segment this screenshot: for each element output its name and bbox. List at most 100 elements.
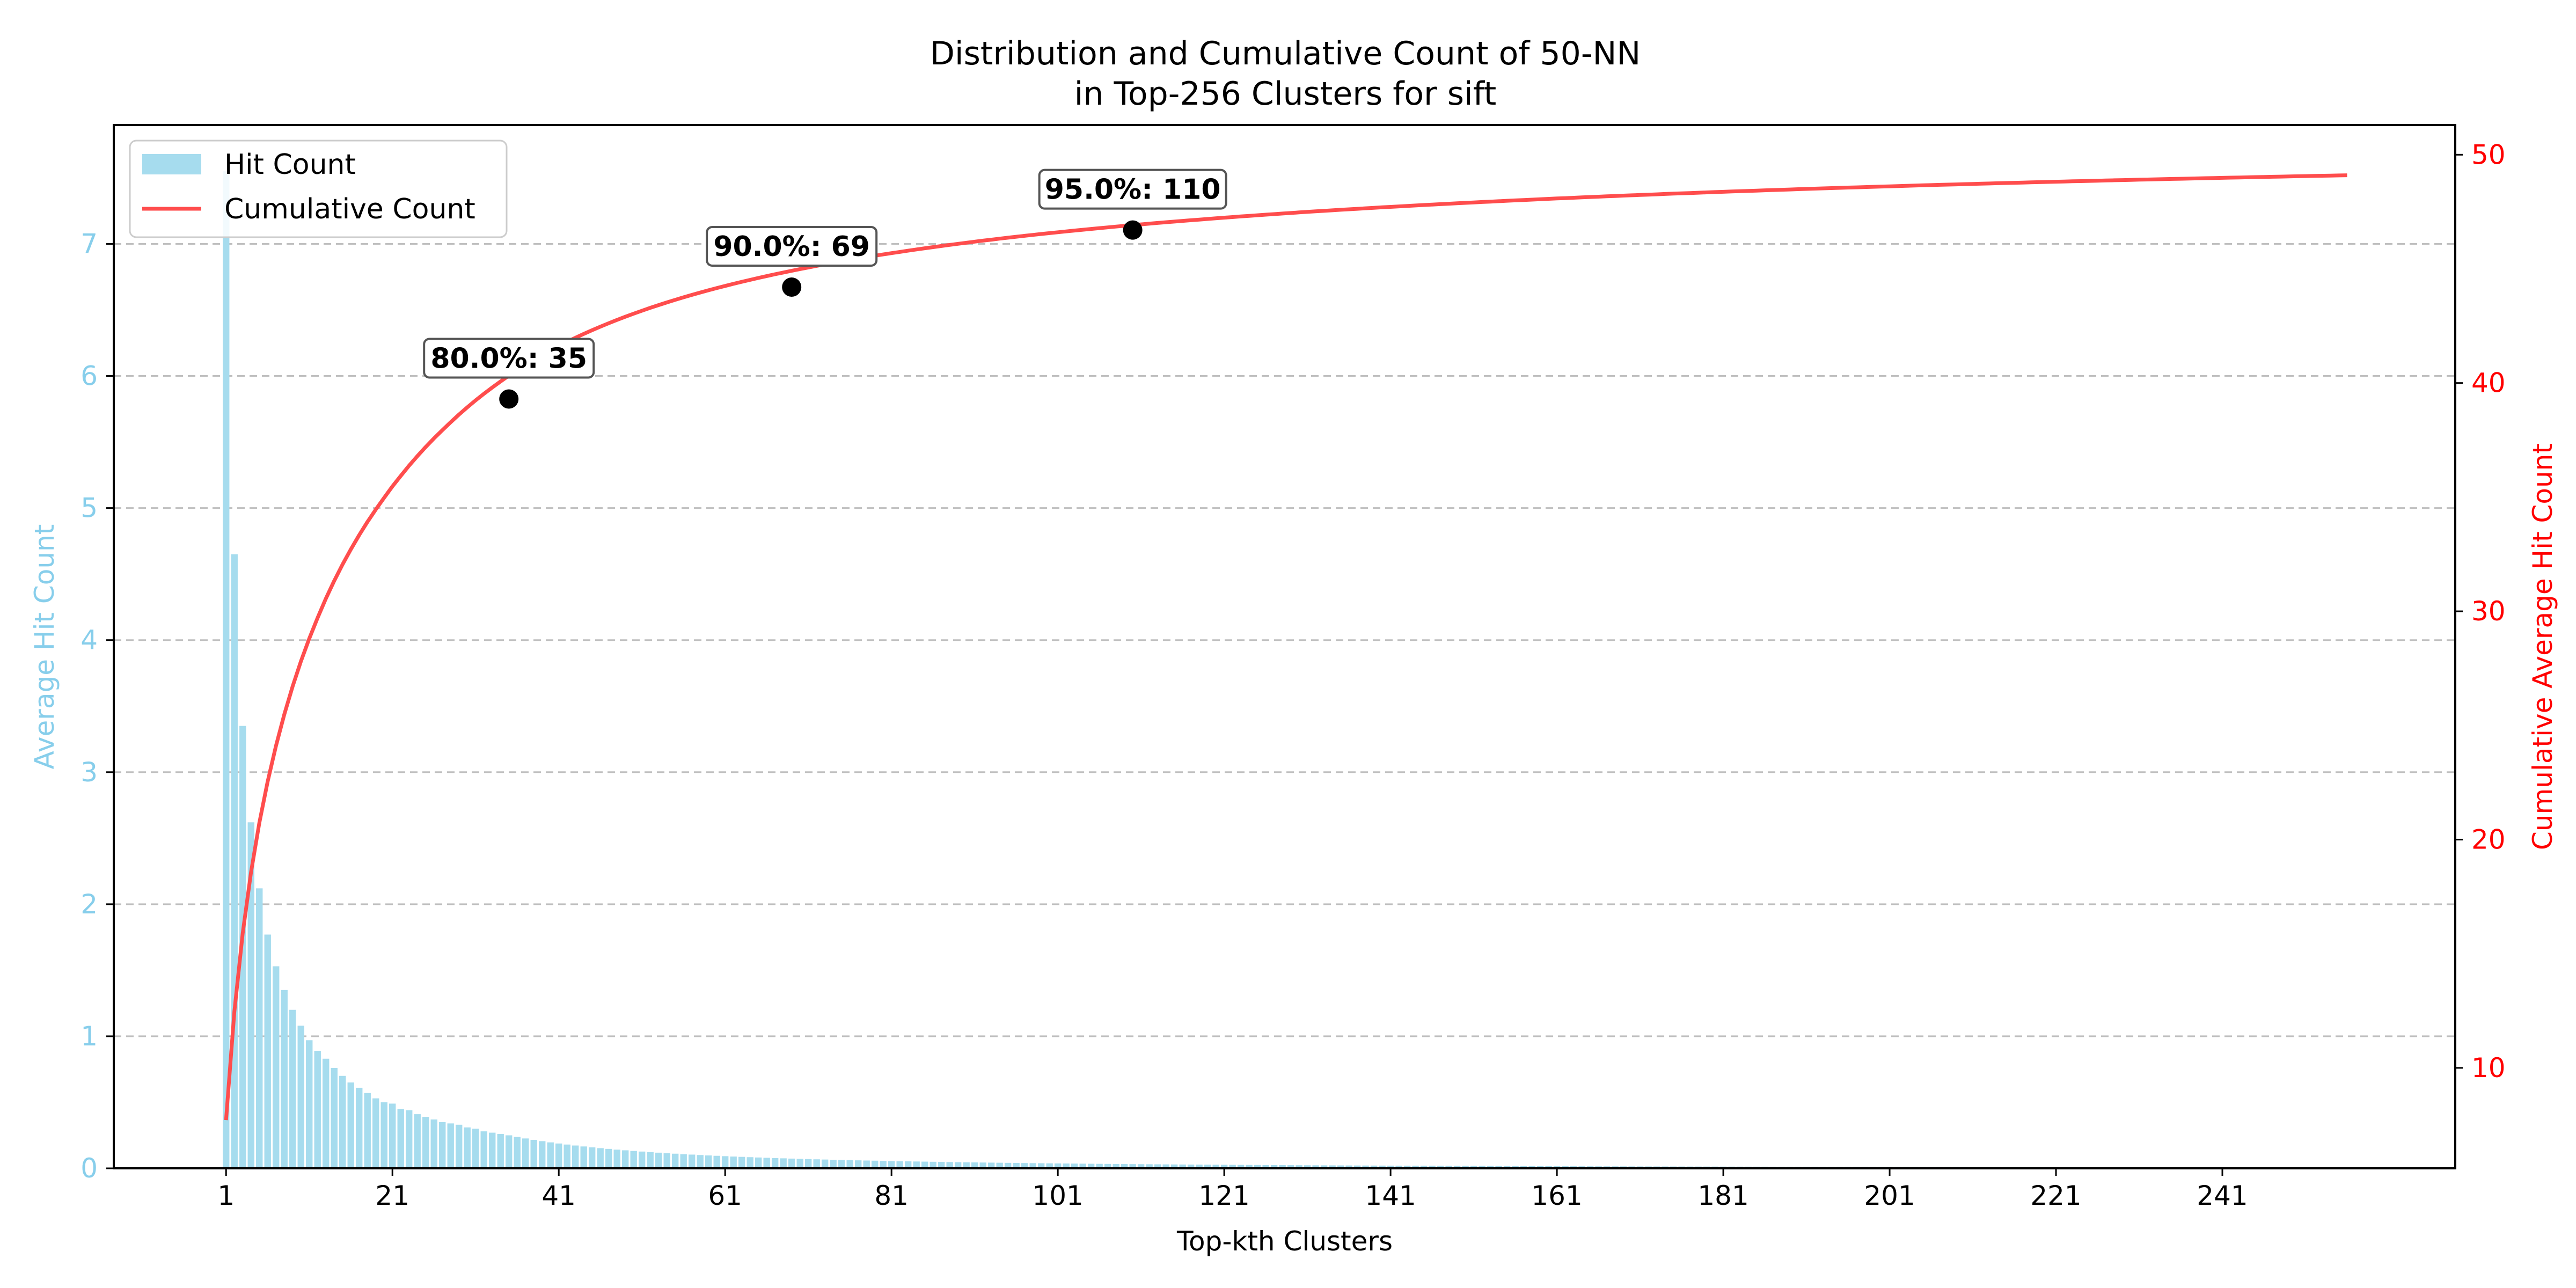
hit-count-bar	[896, 1161, 903, 1168]
hit-count-bar	[605, 1148, 612, 1168]
hit-count-bar	[830, 1160, 837, 1168]
hit-count-bar	[979, 1162, 986, 1168]
x-tick-label: 201	[1864, 1180, 1915, 1211]
y-right-tick-label: 10	[2471, 1052, 2506, 1084]
hit-count-bar	[871, 1160, 879, 1168]
hit-count-bar	[771, 1158, 779, 1168]
annotation-label: 95.0%: 110	[1045, 174, 1221, 206]
hit-count-bar	[813, 1159, 820, 1168]
hit-count-bar	[1320, 1165, 1328, 1168]
hit-count-bar	[1287, 1165, 1294, 1168]
hit-count-bar	[472, 1129, 479, 1168]
hit-count-bar	[372, 1098, 379, 1168]
annotation-box	[423, 338, 595, 379]
hit-count-bar	[1229, 1165, 1236, 1168]
x-tick-label: 41	[541, 1180, 576, 1211]
gridlines	[114, 243, 2455, 1037]
y-left-tick-label: 6	[80, 361, 98, 392]
hit-count-bar	[904, 1161, 912, 1168]
hit-count-bar	[680, 1154, 687, 1168]
hit-count-bar	[397, 1109, 404, 1168]
hit-count-bar	[223, 171, 230, 1168]
hit-count-bar	[1329, 1165, 1336, 1168]
hit-count-bar	[1429, 1166, 1436, 1168]
legend-label-cumulative: Cumulative Count	[224, 193, 475, 225]
hit-count-bar	[730, 1157, 737, 1168]
hit-count-bar	[1296, 1165, 1302, 1168]
hit-count-bar	[946, 1162, 953, 1168]
hit-count-bar	[1013, 1162, 1020, 1168]
x-tick-label: 161	[1531, 1180, 1582, 1211]
hit-count-bar	[1071, 1163, 1078, 1168]
hit-count-bar	[638, 1151, 646, 1168]
hit-count-bar	[1146, 1164, 1153, 1168]
threshold-annotations: 80.0%: 35 90.0%: 69 95.0%: 110	[423, 169, 1227, 409]
hit-count-bar	[1337, 1165, 1344, 1168]
hit-count-bar	[1304, 1165, 1311, 1168]
hit-count-bar	[987, 1162, 995, 1168]
chart-title-line2: in Top-256 Clusters for sift	[1074, 75, 1497, 113]
y-axis-right: 10 20 30 40 50	[2455, 139, 2506, 1084]
hit-count-bar	[713, 1155, 720, 1168]
hit-count-bar	[297, 1026, 304, 1168]
y-left-tick-label: 4	[80, 625, 98, 656]
hit-count-bar	[1220, 1165, 1228, 1168]
hit-count-bar	[480, 1131, 487, 1168]
legend: Hit Count Cumulative Count	[129, 140, 508, 238]
legend-label-hit-count: Hit Count	[224, 149, 356, 181]
hit-count-bar	[547, 1142, 554, 1168]
x-tick-label: 181	[1697, 1180, 1748, 1211]
hit-count-bar	[1254, 1165, 1261, 1168]
cumulative-line-layer	[224, 173, 2347, 1121]
hit-count-bar	[380, 1102, 387, 1168]
hit-count-bar	[489, 1132, 496, 1168]
hit-count-bar	[1403, 1166, 1411, 1168]
x-tick-label: 81	[874, 1180, 909, 1211]
hit-count-bar	[447, 1123, 454, 1168]
annotation-marker	[1123, 220, 1143, 240]
hit-count-bar	[1536, 1166, 1544, 1168]
hit-count-bar	[863, 1160, 870, 1168]
hit-count-bar	[555, 1143, 562, 1168]
hit-count-bar	[647, 1152, 654, 1168]
hit-count-bar	[1262, 1165, 1269, 1168]
hit-count-bar	[1520, 1166, 1527, 1168]
hit-count-bar	[414, 1114, 421, 1168]
hit-count-bar	[763, 1158, 770, 1168]
hit-count-bar	[1170, 1164, 1178, 1168]
y-left-tick-label: 1	[80, 1021, 98, 1052]
annotation-marker	[499, 389, 519, 409]
hit-count-bar	[1395, 1166, 1402, 1168]
hit-count-bar	[796, 1159, 803, 1168]
hit-count-bar	[1154, 1164, 1161, 1168]
hit-count-bar	[738, 1157, 745, 1168]
hit-count-bar	[1137, 1164, 1145, 1168]
hit-count-bar	[539, 1141, 546, 1168]
hit-count-bar	[1246, 1165, 1253, 1168]
hit-count-bar	[1445, 1166, 1452, 1168]
hit-count-bar	[705, 1155, 712, 1168]
hit-count-bar	[422, 1117, 429, 1168]
annotation-box	[706, 226, 878, 267]
annotation-marker	[782, 277, 802, 297]
hit-count-bar	[289, 1009, 296, 1168]
hit-count-bar	[247, 822, 254, 1168]
hit-count-bar	[780, 1158, 787, 1168]
hit-count-bar	[1387, 1165, 1394, 1168]
hit-count-bar	[963, 1162, 970, 1168]
hit-count-bar	[1528, 1166, 1535, 1168]
hit-count-bar	[1279, 1165, 1286, 1168]
y-axis-left-label: Average Hit Count	[29, 524, 60, 770]
x-tick-label: 61	[708, 1180, 742, 1211]
hit-count-bar	[306, 1040, 313, 1168]
hit-count-bar	[456, 1124, 463, 1168]
hit-count-bar	[264, 934, 271, 1168]
hit-count-bar	[1096, 1163, 1103, 1168]
hit-count-bar	[1087, 1163, 1095, 1168]
hit-count-bar	[930, 1161, 936, 1168]
y-right-tick-label: 30	[2471, 596, 2506, 627]
hit-count-bar	[846, 1160, 853, 1168]
y-right-tick-label: 40	[2471, 368, 2506, 399]
hit-count-bar	[1029, 1163, 1036, 1168]
